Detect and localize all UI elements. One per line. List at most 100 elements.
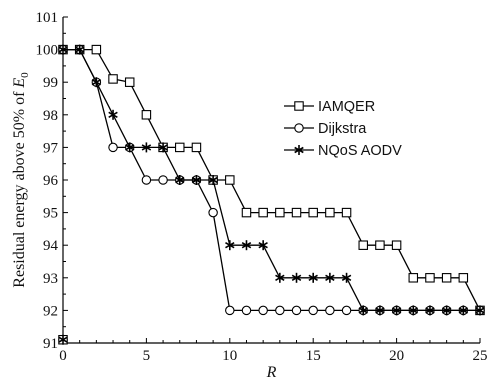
data-point — [241, 207, 252, 218]
data-point — [74, 44, 85, 55]
legend-item-dijkstra: Dijkstra — [284, 121, 367, 137]
data-point — [108, 109, 118, 120]
y-tick-label: 98 — [43, 108, 58, 124]
data-point — [241, 240, 252, 251]
data-point — [124, 142, 135, 153]
data-point — [425, 273, 435, 283]
star-arm — [458, 307, 469, 314]
legend-marker — [294, 145, 304, 155]
data-point — [258, 207, 268, 218]
y-tick-label: 99 — [43, 75, 58, 91]
star-arm — [175, 176, 185, 184]
data-point — [458, 305, 469, 316]
legend-marker — [294, 123, 304, 133]
data-point — [141, 175, 152, 185]
star-arm — [58, 46, 68, 53]
y-tick-label: 92 — [43, 303, 58, 319]
x-tick-label: 0 — [59, 348, 67, 364]
y-axis-title: Residual energy above 50% of E0 — [11, 72, 31, 288]
data-point — [58, 44, 68, 55]
data-point — [458, 273, 469, 283]
data-point — [325, 305, 335, 316]
series-nqos-aodv — [58, 44, 485, 316]
legend-label: Dijkstra — [318, 121, 367, 137]
data-point — [325, 207, 335, 218]
data-point — [291, 272, 302, 283]
star-arm — [225, 242, 235, 249]
data-point — [91, 44, 102, 55]
data-point — [258, 305, 268, 316]
data-point — [391, 305, 402, 316]
star-arm — [91, 79, 102, 86]
data-point — [341, 305, 352, 316]
star-arm — [375, 307, 385, 314]
y-axis-title-sub: 0 — [19, 72, 31, 78]
data-point — [208, 207, 218, 218]
x-tick-label: 10 — [222, 348, 237, 364]
star-arm — [325, 274, 335, 281]
data-point — [291, 305, 302, 316]
data-point — [341, 207, 352, 218]
data-point — [308, 207, 318, 218]
series-iamqer — [58, 44, 485, 316]
x-tick-label: 5 — [143, 348, 151, 364]
data-point — [141, 110, 152, 120]
series-layer — [58, 44, 485, 345]
x-tick-label: 20 — [389, 348, 404, 364]
data-point — [241, 305, 252, 316]
star-arm — [291, 274, 302, 281]
series-line — [63, 48, 480, 312]
data-point — [358, 305, 368, 316]
data-point — [124, 77, 135, 87]
data-point — [375, 305, 385, 316]
data-point — [225, 240, 235, 251]
data-point — [208, 175, 218, 185]
star-arm — [341, 274, 352, 281]
data-point — [358, 240, 368, 250]
data-point — [441, 273, 452, 283]
data-point — [391, 240, 402, 250]
star-arm — [158, 144, 168, 151]
legend-marker — [294, 101, 304, 111]
data-point — [158, 142, 168, 153]
data-point — [425, 305, 435, 316]
legend: IAMQER Dijkstra NQoS AODV — [284, 99, 402, 159]
data-point — [308, 305, 318, 316]
x-axis-title: R — [266, 364, 277, 380]
legend-item-nqos-aodv: NQoS AODV — [284, 143, 402, 159]
y-tick-label: 101 — [36, 10, 59, 26]
data-point — [308, 272, 318, 283]
star-arm — [391, 307, 402, 314]
data-point — [341, 272, 352, 283]
y-tick-label: 96 — [43, 173, 59, 189]
y-tick-label: 97 — [43, 140, 59, 156]
y-axis-title-symbol: E — [11, 78, 28, 89]
data-point — [291, 207, 302, 218]
data-point — [191, 142, 202, 153]
star-arm — [275, 274, 285, 281]
y-tick-label: 95 — [43, 206, 58, 222]
y-tick-label: 91 — [43, 336, 58, 352]
y-axis-title-prefix: Residual energy above 50% of — [11, 88, 28, 288]
data-point — [158, 175, 168, 185]
data-point — [408, 273, 419, 283]
star-arm — [358, 307, 368, 314]
data-point — [475, 305, 485, 316]
y-tick-label: 100 — [36, 43, 59, 59]
y-tick-label: 94 — [43, 238, 59, 254]
star-arm — [425, 307, 435, 314]
data-point — [225, 175, 235, 185]
series-dijkstra — [58, 44, 485, 316]
star-arm — [308, 274, 318, 281]
star-arm — [258, 242, 268, 249]
data-point — [175, 142, 185, 153]
x-tick-label: 15 — [306, 348, 321, 364]
data-point — [441, 305, 452, 316]
star-arm — [241, 242, 252, 249]
data-point — [191, 175, 202, 185]
star-arm — [141, 144, 152, 151]
y-tick-label: 93 — [43, 271, 58, 287]
data-point — [108, 142, 118, 153]
data-point — [325, 272, 335, 283]
